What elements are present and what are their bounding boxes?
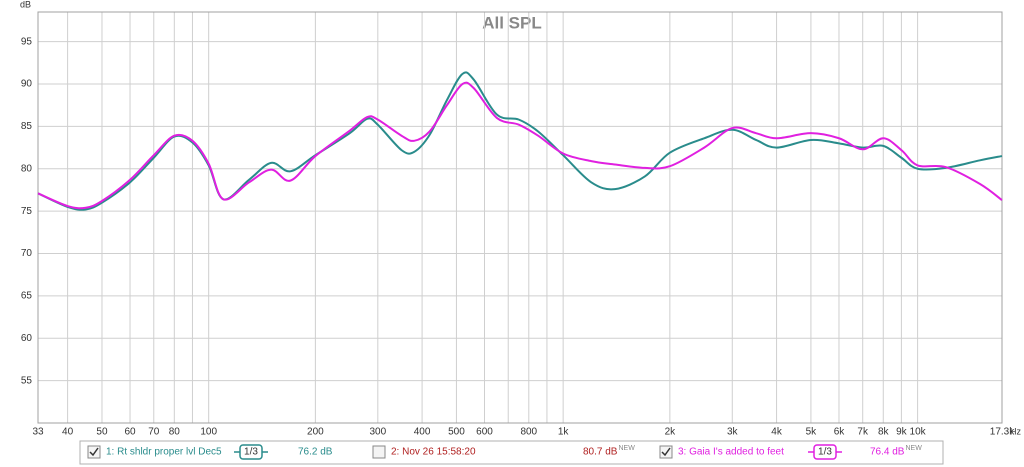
x-tick-label: 33: [32, 427, 44, 438]
x-tick-label: 7k: [857, 427, 869, 438]
plot-area: [37, 11, 1003, 424]
x-tick-label: 800: [520, 427, 537, 438]
x-tick-label: 70: [148, 427, 160, 438]
x-tick-label: 2k: [665, 427, 677, 438]
chart-title: All SPL: [482, 13, 542, 32]
x-tick-label: 3k: [727, 427, 739, 438]
smoothing-box[interactable]: [813, 444, 837, 460]
spl-curve: [37, 81, 1003, 210]
x-tick-label: 300: [369, 427, 386, 438]
y-tick-label: 95: [21, 36, 33, 47]
x-tick-label: 200: [307, 427, 324, 438]
new-badge: NEW: [618, 445, 635, 452]
x-tick-label: 9k: [896, 427, 908, 438]
y-tick-label: 65: [21, 291, 33, 302]
y-tick-label: 90: [21, 79, 33, 90]
y-tick-label: 75: [21, 206, 33, 217]
legend-level: 76.2 dB: [298, 447, 333, 458]
x-tick-label: 600: [476, 427, 493, 438]
x-tick-label: 17.3k: [990, 427, 1015, 438]
legend-label[interactable]: 3: Gaia I's added to feet: [678, 447, 784, 458]
x-tick-label: 40: [62, 427, 74, 438]
legend-label[interactable]: 1: Rt shldr proper lvl Dec5: [106, 447, 222, 458]
y-axis-label: dB: [20, 0, 31, 9]
x-tick-label: 6k: [834, 427, 846, 438]
y-tick-label: 80: [21, 163, 33, 174]
x-tick-label: 1k: [558, 427, 570, 438]
x-tick-label: 80: [169, 427, 181, 438]
x-tick-label: 50: [96, 427, 108, 438]
y-tick-label: 70: [21, 248, 33, 259]
checkmark: [661, 447, 671, 457]
smoothing-label: 1/3: [818, 447, 832, 458]
x-tick-label: 400: [414, 427, 431, 438]
legend-level: 80.7 dB: [583, 447, 618, 458]
y-tick-label: 85: [21, 121, 33, 132]
legend-checkbox[interactable]: [372, 445, 386, 459]
x-tick-label: 100: [200, 427, 217, 438]
legend-box: [79, 440, 944, 465]
y-tick-label: 55: [21, 375, 33, 386]
spl-curve: [37, 71, 1003, 211]
legend-level: 76.4 dB: [870, 447, 905, 458]
plot-border: [37, 11, 1003, 424]
x-tick-label: 500: [448, 427, 465, 438]
x-axis-label: Hz: [1010, 426, 1021, 436]
smoothing-label: 1/3: [244, 447, 258, 458]
legend-checkbox[interactable]: [87, 445, 101, 459]
y-tick-label: 60: [21, 333, 33, 344]
checkmark: [89, 447, 99, 457]
legend-label[interactable]: 2: Nov 26 15:58:20: [391, 447, 476, 458]
x-tick-label: 5k: [806, 427, 818, 438]
x-tick-label: 4k: [771, 427, 783, 438]
x-tick-label: 8k: [878, 427, 890, 438]
legend-checkbox[interactable]: [659, 445, 673, 459]
smoothing-box[interactable]: [239, 444, 263, 460]
x-tick-label: 10k: [910, 427, 927, 438]
x-tick-label: 60: [124, 427, 136, 438]
new-badge: NEW: [905, 445, 922, 452]
